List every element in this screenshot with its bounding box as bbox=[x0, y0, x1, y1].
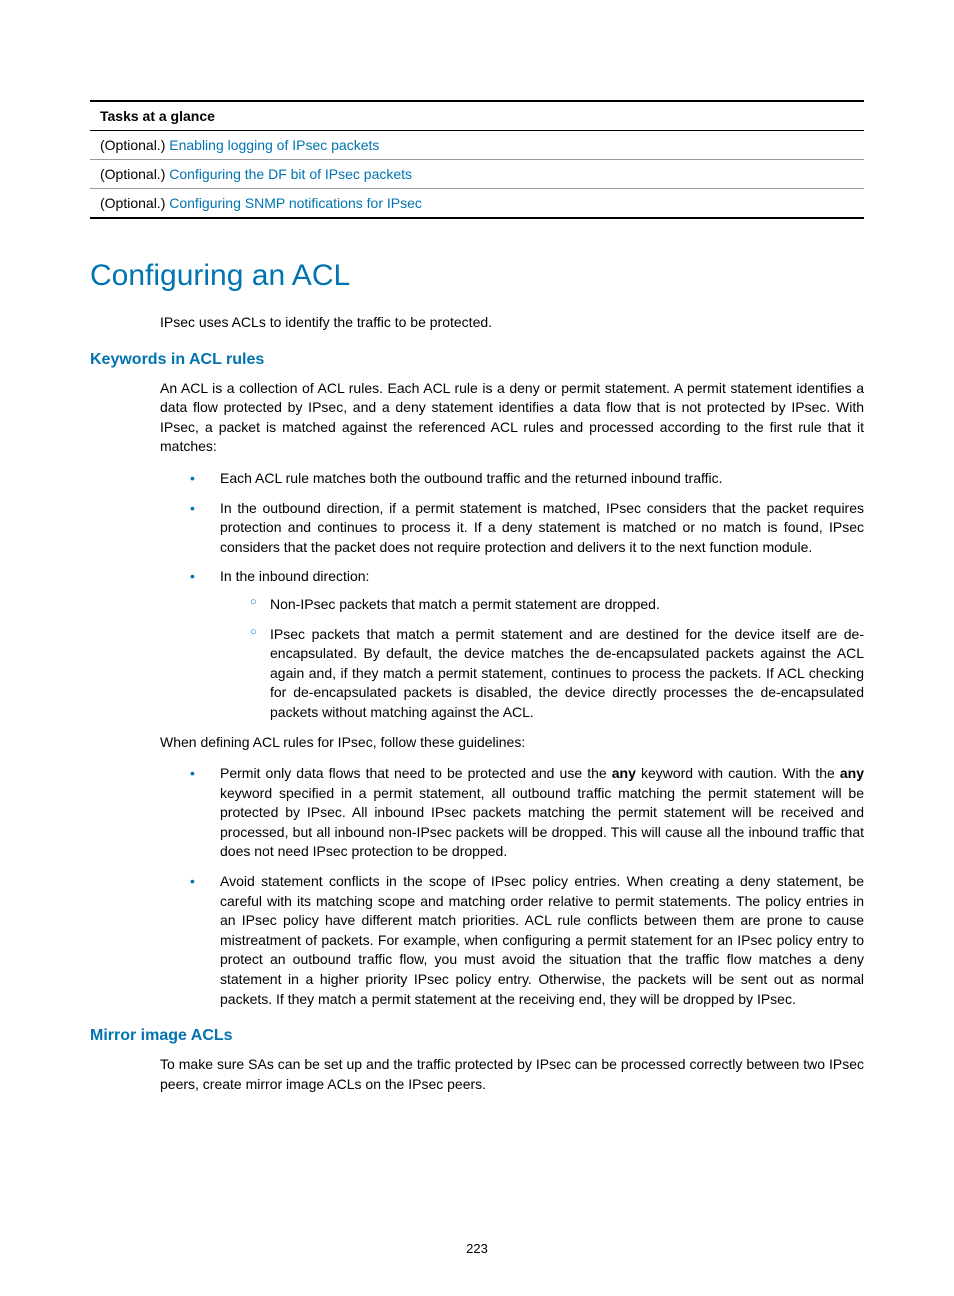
list-item: Avoid statement conflicts in the scope o… bbox=[190, 872, 864, 1009]
list-item: In the outbound direction, if a permit s… bbox=[190, 499, 864, 558]
list-item: Non-IPsec packets that match a permit st… bbox=[250, 595, 864, 615]
paragraph: When defining ACL rules for IPsec, follo… bbox=[90, 733, 864, 753]
task-link[interactable]: Configuring the DF bit of IPsec packets bbox=[169, 166, 412, 182]
subheading-mirror: Mirror image ACLs bbox=[90, 1027, 864, 1045]
paragraph: An ACL is a collection of ACL rules. Eac… bbox=[90, 379, 864, 457]
list-item: IPsec packets that match a permit statem… bbox=[250, 625, 864, 723]
table-row: (Optional.) Configuring the DF bit of IP… bbox=[90, 160, 864, 189]
list-item-text: In the inbound direction: bbox=[220, 568, 369, 584]
row-prefix: (Optional.) bbox=[100, 166, 169, 182]
list-item: Permit only data flows that need to be p… bbox=[190, 764, 864, 862]
table-row: (Optional.) Enabling logging of IPsec pa… bbox=[90, 131, 864, 160]
row-prefix: (Optional.) bbox=[100, 195, 169, 211]
bullet-list: Each ACL rule matches both the outbound … bbox=[90, 469, 864, 723]
table-header: Tasks at a glance bbox=[90, 101, 864, 131]
subheading-keywords: Keywords in ACL rules bbox=[90, 351, 864, 369]
intro-paragraph: IPsec uses ACLs to identify the traffic … bbox=[90, 313, 864, 333]
bullet-list: Permit only data flows that need to be p… bbox=[90, 764, 864, 1009]
page-container: Tasks at a glance (Optional.) Enabling l… bbox=[0, 0, 954, 1296]
section-heading: Configuring an ACL bbox=[90, 259, 864, 293]
keyword-any: any bbox=[612, 765, 636, 781]
text-fragment: keyword with caution. With the bbox=[636, 765, 840, 781]
task-link[interactable]: Configuring SNMP notifications for IPsec bbox=[169, 195, 422, 211]
row-prefix: (Optional.) bbox=[100, 137, 169, 153]
tasks-table: Tasks at a glance (Optional.) Enabling l… bbox=[90, 100, 864, 219]
text-fragment: Permit only data flows that need to be p… bbox=[220, 765, 612, 781]
keyword-any: any bbox=[840, 765, 864, 781]
text-fragment: keyword specified in a permit statement,… bbox=[220, 785, 864, 860]
page-number: 223 bbox=[0, 1241, 954, 1256]
sub-bullet-list: Non-IPsec packets that match a permit st… bbox=[220, 595, 864, 723]
table-row: (Optional.) Configuring SNMP notificatio… bbox=[90, 189, 864, 219]
list-item: Each ACL rule matches both the outbound … bbox=[190, 469, 864, 489]
paragraph: To make sure SAs can be set up and the t… bbox=[90, 1055, 864, 1094]
task-link[interactable]: Enabling logging of IPsec packets bbox=[169, 137, 379, 153]
list-item: In the inbound direction: Non-IPsec pack… bbox=[190, 567, 864, 722]
